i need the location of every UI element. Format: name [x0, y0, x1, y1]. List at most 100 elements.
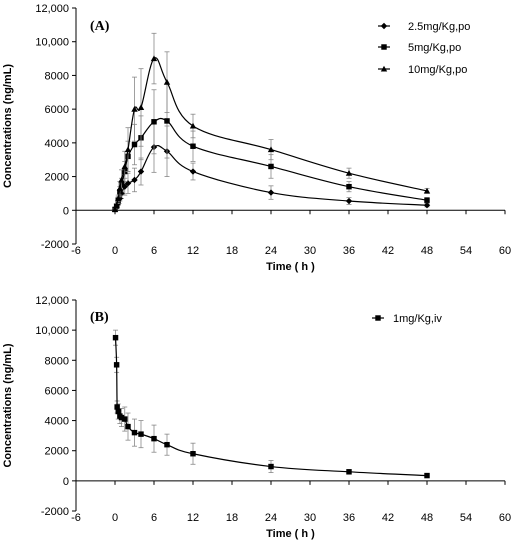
panel-a-data-point — [346, 183, 352, 190]
panel-b-y-tick-label: 0 — [63, 476, 69, 488]
panel-b-data-point — [122, 416, 128, 422]
panel-b-y-tick-label: -2000 — [41, 506, 69, 518]
panel-a-data-point — [115, 195, 122, 202]
panel-b-data-point — [138, 431, 144, 437]
panel-b-ylabel: Concentrations (ng/mL) — [2, 343, 14, 467]
panel-a-data-point — [124, 146, 132, 153]
panel-a-legend-marker-1 — [380, 22, 388, 30]
panel-b-series-1 — [112, 329, 430, 479]
panel-b-x-tick-label: 6 — [151, 512, 157, 524]
panel-a-x-tick-label: -6 — [71, 245, 81, 257]
panel-b-data-point — [125, 423, 131, 430]
panel-a-x-tick-label: 48 — [421, 245, 433, 257]
panel-a-series-3 — [111, 32, 431, 213]
panel-b-x-tick-label: 36 — [343, 512, 355, 524]
panel-b-y-tick-label: 8000 — [45, 355, 69, 367]
panel-a-data-point — [113, 202, 120, 208]
panel-a-data-point — [137, 104, 145, 111]
panel-a-data-point — [423, 202, 431, 209]
panel-b-legend-label-1: 1mg/Kg,iv — [393, 313, 442, 325]
panel-b-x-tick-label: 48 — [421, 512, 433, 524]
panel-a: (A) Concentrations (ng/mL) Time ( h ) 2.… — [2, 3, 511, 273]
panel-a-legend-label-1: 2.5mg/Kg,po — [408, 21, 470, 33]
panel-a-x-tick-label: 54 — [460, 245, 472, 257]
panel-b-data-point — [118, 414, 125, 421]
panel-a-data-point — [151, 119, 157, 125]
panel-b-data-point — [113, 362, 120, 368]
panel-a-y-tick-label: 0 — [63, 205, 69, 217]
panel-a-x-tick-label: 18 — [226, 245, 238, 257]
panel-a-data-point — [423, 187, 431, 194]
panel-b-x-tick-label: 42 — [382, 512, 394, 524]
panel-a-x-tick-label: 30 — [304, 245, 316, 257]
panel-a-data-point — [164, 118, 170, 124]
panel-b-data-point — [190, 451, 196, 457]
panel-a-legend-marker-3 — [380, 65, 388, 72]
panel-b-data-point — [114, 404, 120, 410]
panel-a-data-point — [131, 105, 138, 112]
panel-a-y-tick-label: 8000 — [45, 70, 69, 82]
panel-b-x-tick-label: -6 — [71, 512, 81, 524]
panel-a-label: (A) — [90, 19, 110, 34]
panel-a-data-point — [137, 168, 145, 175]
panel-b-series-line — [114, 337, 428, 477]
panel-a-xlabel: Time ( h ) — [266, 261, 315, 273]
panel-a-y-tick-label: 4000 — [45, 138, 69, 150]
panel-b-legend-marker-1 — [375, 315, 381, 321]
panel-a-x-tick-label: 12 — [187, 245, 199, 257]
panel-b-y-tick-label: 12,000 — [35, 295, 69, 307]
panel-a-x-tick-label: 36 — [343, 245, 355, 257]
panel-a-data-point — [118, 176, 125, 183]
panel-b-x-tick-label: 54 — [460, 512, 472, 524]
panel-a-data-point — [268, 163, 274, 170]
panel-a-data-point — [267, 189, 275, 196]
panel-b-x-tick-label: 60 — [499, 512, 511, 524]
panel-a-x-tick-label: 0 — [112, 245, 118, 257]
panel-a-y-tick-label: -2000 — [41, 239, 69, 251]
panel-a-legend-label-2: 5mg/Kg,po — [408, 42, 461, 54]
panel-b-x-tick-label: 0 — [112, 512, 118, 524]
panel-a-legend-marker-2 — [381, 44, 387, 50]
panel-b-y-tick-label: 10,000 — [35, 325, 69, 337]
panel-b-data-point — [268, 463, 274, 470]
panel-a-data-point — [267, 146, 275, 153]
panel-a-x-tick-label: 6 — [151, 245, 157, 257]
panel-a-data-point — [111, 206, 119, 213]
panel-b-data-point — [115, 408, 121, 415]
panel-a-x-tick-label: 60 — [499, 245, 511, 257]
panel-b-y-tick-label: 6000 — [45, 385, 69, 397]
panel-a-y-tick-label: 12,000 — [35, 3, 69, 15]
panel-b-y-tick-label: 2000 — [45, 446, 69, 458]
panel-a-x-tick-label: 42 — [382, 245, 394, 257]
panel-a-data-point — [345, 170, 353, 176]
panel-a-y-tick-label: 6000 — [45, 104, 69, 116]
panel-b-data-point — [346, 469, 352, 475]
panel-a-x-tick-label: 24 — [265, 245, 277, 257]
panel-a-ylabel: Concentrations (ng/mL) — [2, 64, 14, 188]
panel-a-data-point — [163, 78, 171, 85]
panel-b-xlabel: Time ( h ) — [266, 528, 315, 540]
panel-a-data-point — [190, 143, 196, 149]
panel-a-data-point — [189, 168, 197, 175]
panel-a-data-point — [189, 122, 197, 129]
panel-b: (B) Concentrations (ng/mL) Time ( h ) 1m… — [2, 295, 511, 540]
panel-b-data-point — [131, 429, 138, 436]
panel-a-data-point — [116, 185, 124, 191]
panel-b-data-point — [112, 334, 119, 341]
panel-a-data-point — [345, 197, 353, 205]
panel-b-data-point — [424, 472, 430, 479]
panel-b-x-tick-label: 18 — [226, 512, 238, 524]
panel-a-data-point — [424, 197, 430, 203]
panel-a-y-tick-label: 10,000 — [35, 37, 69, 49]
panel-b-data-point — [164, 441, 170, 448]
panel-a-data-point — [131, 141, 138, 148]
panel-a-data-point — [131, 176, 138, 184]
panel-a-data-point — [150, 55, 158, 62]
panel-a-y-tick-label: 2000 — [45, 172, 69, 184]
panel-b-x-tick-label: 30 — [304, 512, 316, 524]
panel-b-y-tick-label: 4000 — [45, 416, 69, 428]
panel-b-data-point — [151, 435, 157, 442]
panel-b-x-tick-label: 24 — [265, 512, 277, 524]
panel-b-x-tick-label: 12 — [187, 512, 199, 524]
